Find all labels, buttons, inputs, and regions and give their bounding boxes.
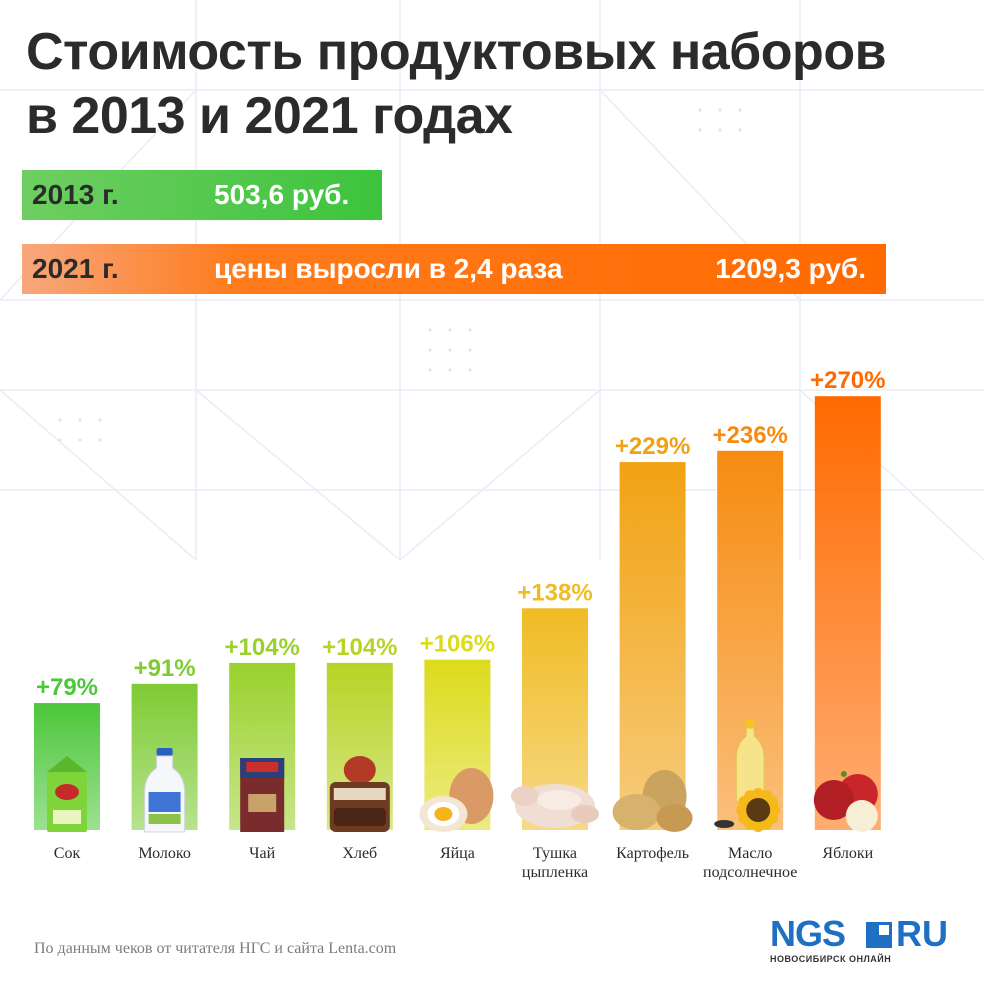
bar-value-label-4: +104% [322, 634, 397, 661]
chart-title-line-2: в 2013 и 2021 годах [26, 87, 513, 145]
chicken-icon [511, 784, 599, 828]
category-label-7: Картофель [616, 845, 689, 862]
category-label-2: Молоко [138, 845, 191, 862]
bar-value-label-5: +106% [420, 631, 495, 658]
total-2013-bar: 2013 г. 503,6 руб. [22, 170, 382, 220]
logo-ru-text: RU [896, 913, 948, 954]
bar-value-label-7: +229% [615, 433, 690, 460]
bar-value-label-6: +138% [517, 579, 592, 606]
bar-value-label-8: +236% [712, 422, 787, 449]
total-2013-value: 503,6 руб. [214, 179, 350, 210]
total-2021-value: 1209,3 руб. [715, 253, 866, 284]
ngs-logo[interactable]: NGS RU НОВОСИБИРСК ОНЛАЙН [770, 916, 960, 966]
total-2021-bar: 2021 г. цены выросли в 2,4 раза 1209,3 р… [22, 244, 886, 294]
category-label-6: Тушка цыпленка [522, 845, 588, 881]
category-label-3: Чай [249, 845, 276, 862]
juice-carton-icon [47, 756, 87, 832]
bar-value-label-2: +91% [134, 655, 196, 682]
apples-icon [813, 771, 878, 832]
bread-icon [329, 756, 390, 832]
total-2013-year-label: 2013 г. [32, 179, 119, 210]
price-growth-bar-chart: +79% Сок +91% Молоко +104% Чай +104% Хлеб +106% Я… [34, 367, 886, 881]
potato-icon [612, 770, 693, 832]
total-2021-growth-text: цены выросли в 2,4 раза [214, 253, 563, 284]
total-2021-year-label: 2021 г. [32, 253, 119, 284]
chart-title-line-1: Стоимость продуктовых наборов [26, 23, 887, 81]
tea-box-icon [240, 758, 285, 832]
eggs-icon [419, 768, 494, 832]
bar-7 [619, 462, 686, 830]
bar-value-label-3: +104% [224, 634, 299, 661]
logo-square-icon [866, 922, 892, 948]
bar-value-label-9: +270% [810, 367, 885, 394]
category-label-4: Хлеб [342, 845, 377, 862]
sunflower-oil-icon [714, 720, 781, 832]
chart-title: Стоимость продуктовых наборов в 2013 и 2… [26, 20, 966, 148]
category-label-5: Яйца [440, 845, 475, 862]
logo-ngs-text: NGS [770, 913, 846, 954]
milk-bottle-icon [144, 748, 186, 833]
category-label-9: Яблоки [822, 845, 873, 862]
category-label-8: Масло подсолнечное [703, 845, 797, 881]
source-note: По данным чеков от читателя НГС и сайта … [34, 940, 397, 957]
category-label-1: Сок [54, 845, 81, 862]
bar-value-label-1: +79% [36, 674, 98, 701]
bar-9 [814, 396, 881, 830]
logo-subtitle: НОВОСИБИРСК ОНЛАЙН [770, 954, 892, 964]
